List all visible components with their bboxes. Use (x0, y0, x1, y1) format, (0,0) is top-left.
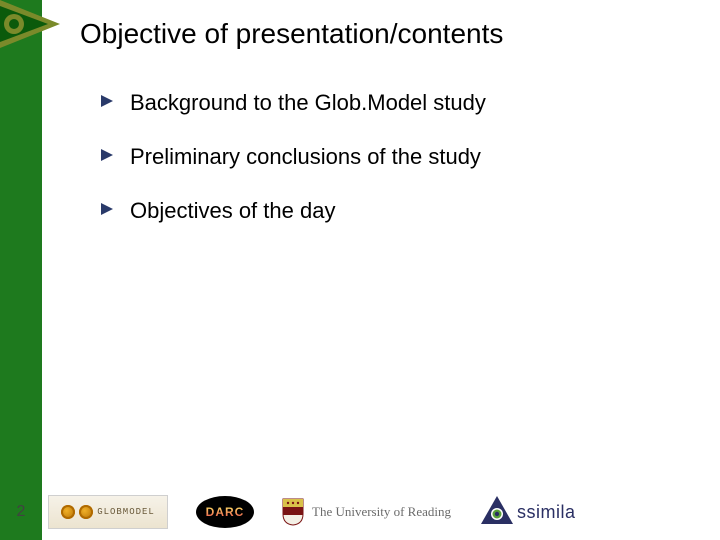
bullet-text: Background to the Glob.Model study (130, 90, 486, 116)
list-item: Objectives of the day (100, 198, 660, 224)
triangle-bullet-icon (100, 94, 114, 113)
shield-icon (282, 498, 304, 526)
page-number: 2 (0, 503, 42, 521)
logo-darc: DARC (196, 496, 254, 528)
logo-darc-label: DARC (206, 505, 245, 519)
bullet-list: Background to the Glob.Model study Preli… (100, 90, 660, 252)
footer: 2 GLOBMODEL DARC The University of Read (0, 484, 720, 540)
gear-icon (79, 505, 93, 519)
list-item: Background to the Glob.Model study (100, 90, 660, 116)
gear-icon (61, 505, 75, 519)
sidebar-strip (0, 0, 42, 540)
logo-strip: GLOBMODEL DARC The University of Reading (42, 494, 576, 531)
list-item: Preliminary conclusions of the study (100, 144, 660, 170)
corner-ornament (0, 0, 60, 48)
logo-assimila-label: ssimila (517, 502, 576, 523)
triangle-bullet-icon (100, 202, 114, 221)
bullet-text: Objectives of the day (130, 198, 335, 224)
assimila-mark-icon (479, 494, 515, 531)
slide-title: Objective of presentation/contents (80, 18, 503, 50)
logo-globmodel-label: GLOBMODEL (97, 507, 155, 517)
logo-globmodel: GLOBMODEL (48, 495, 168, 529)
logo-reading: The University of Reading (282, 498, 451, 526)
logo-reading-label: The University of Reading (312, 504, 451, 520)
logo-assimila: ssimila (479, 494, 576, 531)
triangle-bullet-icon (100, 148, 114, 167)
bullet-text: Preliminary conclusions of the study (130, 144, 481, 170)
